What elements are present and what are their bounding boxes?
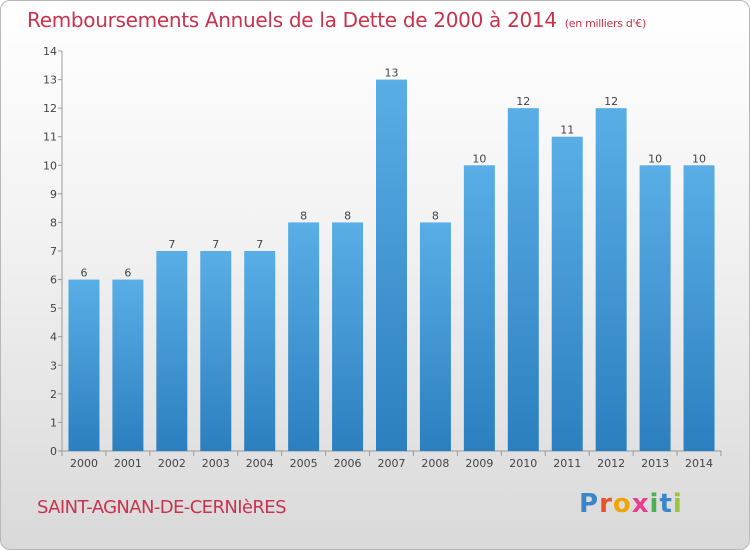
logo-letter: r: [599, 489, 613, 519]
bar: [639, 165, 671, 452]
x-tick-label: 2001: [114, 457, 142, 470]
logo-letter: x: [631, 489, 650, 519]
x-tick-label: 2009: [465, 457, 493, 470]
y-tick-label: 13: [43, 74, 57, 87]
data-label: 8: [300, 209, 307, 222]
unit-note: (en milliers d'€): [564, 17, 646, 30]
bar: [112, 279, 144, 451]
bar: [551, 136, 583, 451]
bar: [156, 251, 188, 451]
data-label: 7: [168, 238, 175, 251]
y-tick-label: 6: [50, 274, 57, 287]
title-text: Remboursements Annuels de la Dette de 20…: [27, 8, 557, 32]
data-label: 10: [472, 152, 486, 165]
bar: [68, 279, 100, 451]
logo-letter: i: [649, 489, 660, 519]
logo-letter: o: [612, 489, 632, 519]
bar: [507, 108, 539, 452]
x-tick-label: 2008: [421, 457, 449, 470]
y-tick-label: 14: [43, 45, 57, 58]
y-tick-label: 0: [50, 445, 57, 458]
bar: [595, 108, 627, 452]
data-label: 12: [516, 95, 530, 108]
y-tick-label: 2: [50, 388, 57, 401]
data-label: 8: [432, 209, 439, 222]
y-tick-label: 12: [43, 102, 57, 115]
x-tick-label: 2005: [290, 457, 318, 470]
data-label: 10: [692, 152, 706, 165]
y-tick-label: 1: [50, 416, 57, 429]
y-tick-label: 4: [50, 331, 57, 344]
bar: [200, 251, 232, 451]
y-tick-label: 9: [50, 188, 57, 201]
bar: [332, 222, 364, 451]
logo-letter: t: [659, 489, 673, 519]
bar: [463, 165, 495, 452]
y-tick-label: 7: [50, 245, 57, 258]
bar: [288, 222, 320, 451]
y-tick-label: 11: [43, 131, 57, 144]
bar: [683, 165, 715, 452]
bar: [244, 251, 276, 451]
x-tick-label: 2010: [509, 457, 537, 470]
x-tick-label: 2013: [641, 457, 669, 470]
data-label: 8: [344, 209, 351, 222]
bar: [419, 222, 451, 451]
data-label: 6: [124, 267, 131, 280]
logo-letter: i: [672, 489, 683, 519]
data-label: 7: [256, 238, 263, 251]
x-tick-label: 2003: [202, 457, 230, 470]
x-tick-label: 2002: [158, 457, 186, 470]
proxiti-logo: Proxiti: [579, 489, 683, 519]
y-tick-label: 8: [50, 216, 57, 229]
place-name: SAINT-AGNAN-DE-CERNIèRES: [37, 497, 287, 518]
y-tick-label: 3: [50, 359, 57, 372]
y-tick-label: 10: [43, 159, 57, 172]
data-label: 11: [560, 124, 574, 137]
x-tick-label: 2006: [334, 457, 362, 470]
data-label: 12: [604, 95, 618, 108]
data-label: 13: [385, 67, 399, 80]
bar: [376, 79, 407, 452]
x-tick-label: 2011: [553, 457, 581, 470]
x-tick-label: 2004: [246, 457, 274, 470]
logo-letter: P: [579, 489, 600, 519]
data-label: 6: [80, 267, 87, 280]
chart-title: Remboursements Annuels de la Dette de 20…: [27, 8, 646, 32]
x-tick-label: 2007: [378, 457, 406, 470]
x-tick-label: 2012: [597, 457, 625, 470]
data-label: 7: [212, 238, 219, 251]
x-tick-label: 2000: [70, 457, 98, 470]
data-label: 10: [648, 152, 662, 165]
x-tick-label: 2014: [685, 457, 713, 470]
y-tick-label: 5: [50, 302, 57, 315]
